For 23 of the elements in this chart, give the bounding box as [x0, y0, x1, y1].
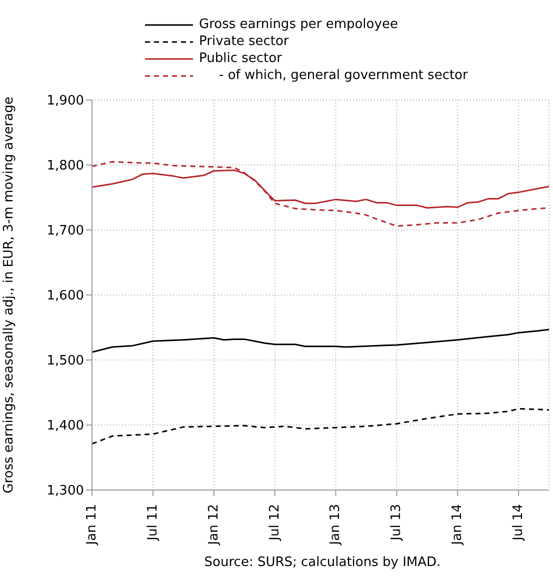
- line-series: [92, 408, 549, 445]
- x-tick-label: Jan 13: [328, 504, 344, 546]
- legend-label: Gross earnings per empoloyee: [199, 16, 398, 33]
- y-tick-label: 1,500: [46, 354, 84, 369]
- x-tick-label: Jul 11: [145, 504, 160, 542]
- y-tick-label: 1,300: [46, 484, 84, 499]
- x-tick-label: Jul 12: [267, 504, 282, 542]
- x-tick-label: Jan 14: [450, 504, 466, 546]
- y-tick-label: 1,600: [46, 288, 84, 304]
- y-tick-label: 1,900: [46, 94, 84, 109]
- legend-label: - of which, general government sector: [218, 67, 468, 84]
- x-tick-label: Jul 13: [389, 504, 404, 542]
- legend-label: Public sector: [199, 50, 282, 67]
- y-tick-label: 1,700: [46, 224, 84, 239]
- y-axis-title: Gross earnings, seasonally adj., in EUR, 3-m moving average: [2, 96, 17, 494]
- y-tick-label: 1,400: [46, 418, 84, 434]
- x-tick-label: Jan 11: [84, 504, 100, 546]
- y-tick-label: 1,800: [46, 158, 84, 174]
- x-tick-label: Jan 12: [206, 504, 222, 546]
- line-series: [92, 328, 549, 353]
- source-note: Source: SURS; calculations by IMAD.: [203, 555, 442, 570]
- legend-label: Private sector: [199, 33, 289, 50]
- x-tick-label: Jul 14: [511, 504, 526, 542]
